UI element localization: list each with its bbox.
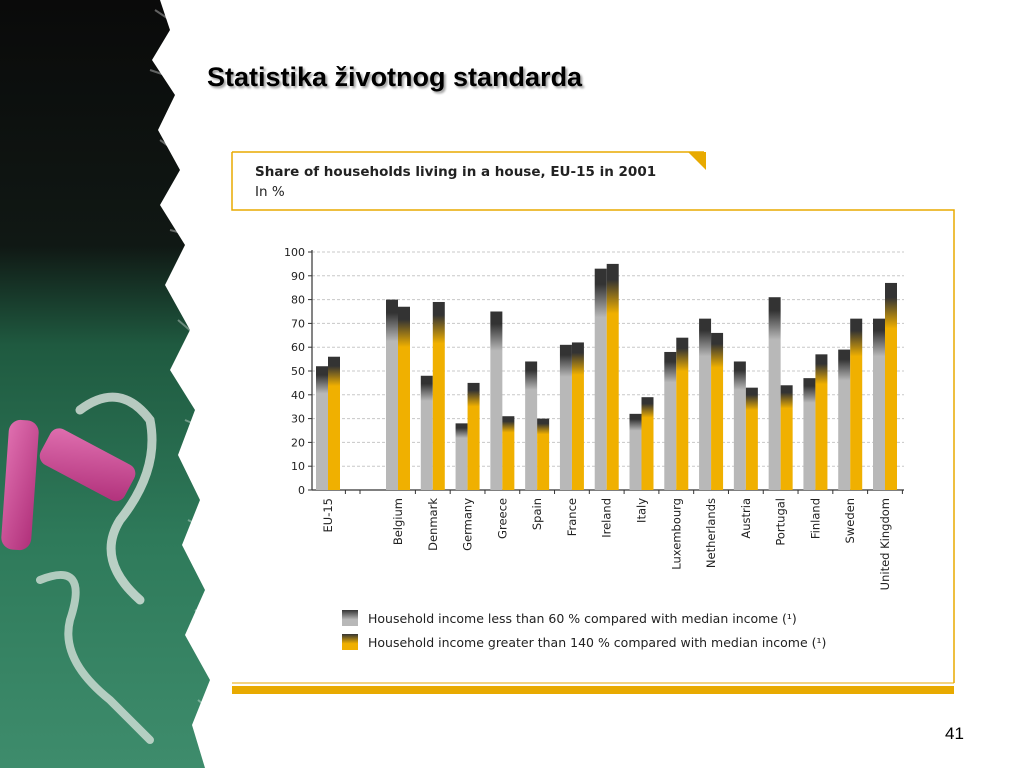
x-category-label: France	[565, 498, 579, 536]
bar-low-income-eu-15	[316, 366, 328, 490]
bar-high-income-eu-15	[328, 356, 340, 490]
x-category-label: Spain	[530, 498, 544, 530]
bar-high-income-ireland	[606, 263, 619, 490]
bar-high-income-luxembourg	[676, 337, 689, 490]
bar-low-income-portugal	[768, 297, 781, 490]
x-category-label: Austria	[739, 498, 753, 539]
x-category-label: Belgium	[391, 498, 405, 545]
bar-low-income-italy	[629, 413, 642, 490]
y-tick-label: 100	[284, 246, 305, 259]
bar-low-income-denmark	[420, 375, 433, 490]
pink-chalk-stick	[1, 419, 136, 551]
x-category-label: Italy	[635, 498, 649, 523]
bar-low-income-luxembourg	[664, 351, 677, 490]
chalkboard-surface	[0, 0, 210, 768]
x-category-label: Ireland	[600, 498, 614, 538]
bar-low-income-netherlands	[699, 318, 712, 490]
y-tick-label: 50	[291, 365, 305, 378]
bar-low-income-germany	[455, 423, 468, 490]
bar-low-income-sweden	[838, 349, 851, 490]
bar-high-income-netherlands	[711, 332, 724, 490]
legend-label-high-income: Household income greater than 140 % comp…	[368, 634, 827, 650]
bar-high-income-denmark	[432, 301, 445, 490]
y-tick-label: 0	[298, 484, 305, 497]
bar-low-income-belgium	[386, 299, 398, 490]
x-category-label: Germany	[461, 498, 475, 551]
footer-bar	[232, 686, 954, 694]
bar-high-income-germany	[467, 382, 480, 490]
bar-high-income-united-kingdom	[885, 282, 897, 490]
y-tick-label: 70	[291, 317, 305, 330]
bar-low-income-united-kingdom	[873, 318, 885, 490]
bar-low-income-spain	[525, 361, 538, 490]
bar-high-income-italy	[641, 397, 654, 490]
corner-triangle-icon	[688, 152, 706, 170]
x-category-label: Denmark	[426, 498, 440, 551]
bar-low-income-finland	[803, 378, 816, 490]
legend-item: Household income less than 60 % compared…	[342, 606, 826, 630]
bar-high-income-france	[571, 342, 584, 490]
y-tick-label: 80	[291, 294, 305, 307]
x-category-label: United Kingdom	[878, 498, 892, 590]
plot-area: 0 10 20 30 40 50 60 70 80 90 100 EU-15 Belgium Denmar…	[284, 246, 904, 590]
bar-high-income-belgium	[398, 306, 410, 490]
bar-low-income-ireland	[594, 268, 607, 490]
page-number: 41	[945, 724, 964, 743]
chart-card: Share of households living in a house, E…	[230, 150, 956, 698]
x-category-label: Greece	[495, 498, 509, 539]
chart-title: Share of households living in a house, E…	[255, 164, 657, 180]
x-category-label: Finland	[808, 498, 822, 539]
y-tick-label: 30	[291, 413, 305, 426]
y-tick-label: 40	[291, 389, 305, 402]
bar-high-income-austria	[745, 387, 758, 490]
slide-title: Statistika životnog standarda	[207, 62, 583, 92]
x-category-label: EU-15	[321, 498, 335, 532]
y-tick-label: 20	[291, 436, 305, 449]
legend-item: Household income greater than 140 % comp…	[342, 630, 826, 654]
chart-subtitle: In %	[255, 184, 285, 200]
chalkboard-decoration	[0, 0, 210, 768]
x-category-label: Portugal	[774, 498, 788, 546]
bar-high-income-finland	[815, 354, 828, 490]
chalk-scribble	[75, 392, 157, 605]
x-category-label: Netherlands	[704, 498, 718, 568]
x-category-label: Sweden	[843, 498, 857, 543]
legend-swatch-low-income	[342, 610, 358, 626]
legend-label-low-income: Household income less than 60 % compared…	[368, 610, 797, 626]
y-tick-label: 90	[291, 270, 305, 283]
bar-high-income-portugal	[780, 385, 793, 490]
legend-swatch-high-income	[342, 634, 358, 650]
chart-card-frame	[231, 151, 955, 694]
bar-low-income-greece	[490, 311, 503, 490]
y-tick-label: 60	[291, 341, 305, 354]
bar-low-income-austria	[733, 361, 746, 490]
bar-low-income-france	[559, 344, 572, 490]
bar-high-income-spain	[537, 418, 550, 490]
bar-high-income-sweden	[850, 318, 863, 490]
legend: Household income less than 60 % compared…	[342, 606, 826, 654]
bar-high-income-greece	[502, 416, 515, 490]
y-tick-label: 10	[291, 460, 305, 473]
x-category-label: Luxembourg	[669, 498, 683, 570]
